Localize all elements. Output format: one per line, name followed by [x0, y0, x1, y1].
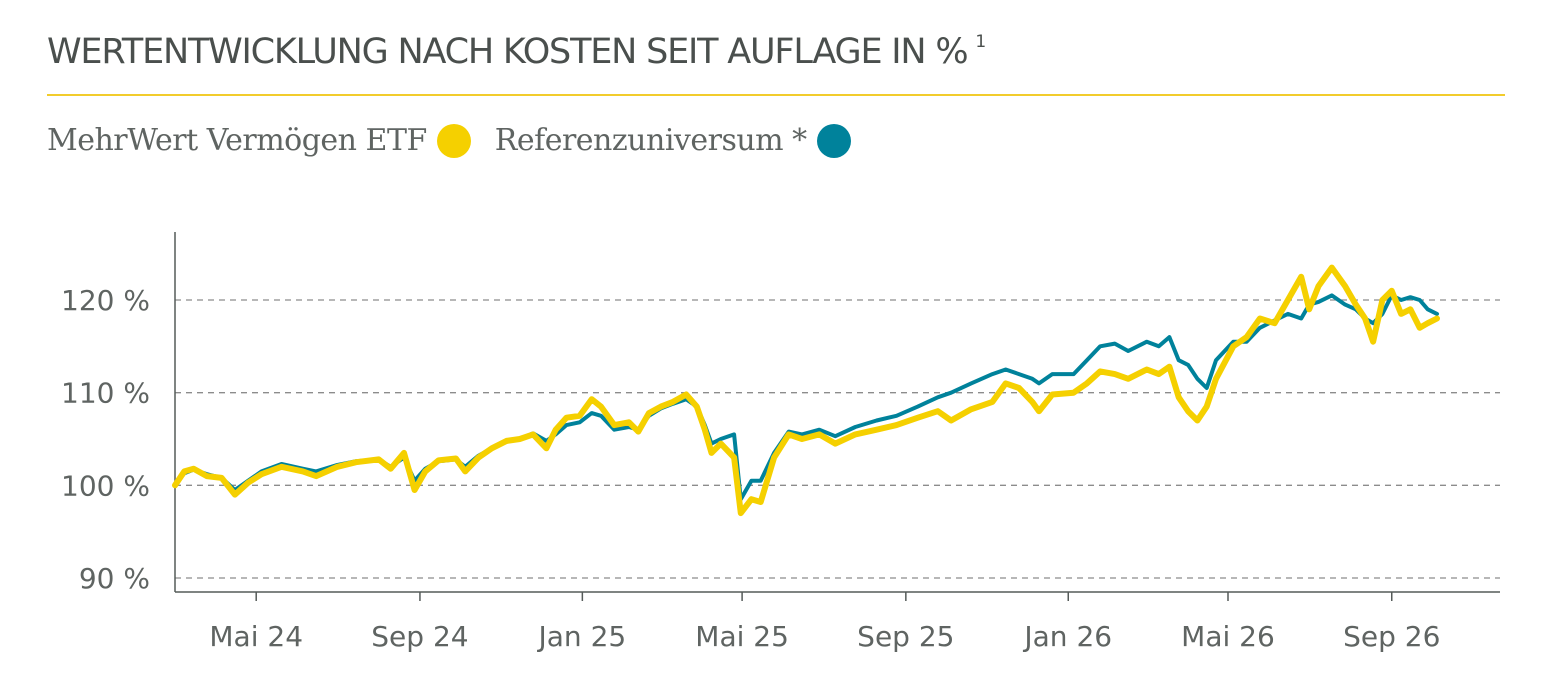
- x-tick-label-6: Mai 26: [1181, 620, 1275, 653]
- tick-labels: 90 % 100 % 110 % 120 % Mai 24 Sep 24 Jan 25 Mai…: [61, 284, 1440, 653]
- series-line-etf: [172, 264, 1440, 517]
- x-tick-label-4: Sep 25: [857, 620, 954, 653]
- grid-lines: [175, 299, 1500, 579]
- legend-label-etf: MehrWert Vermögen ETF: [47, 123, 427, 158]
- x-tick-label-5: Jan 26: [1022, 620, 1112, 653]
- title-divider: [47, 94, 1505, 96]
- series-line-reference: [173, 293, 1439, 502]
- x-tick-label-7: Sep 26: [1343, 620, 1440, 653]
- y-tick-label-120: 120 %: [61, 284, 150, 317]
- title-footnote: 1: [975, 32, 987, 52]
- x-tick-label-0: Mai 24: [209, 620, 303, 653]
- axes: [174, 232, 1500, 601]
- legend-item-etf: MehrWert Vermögen ETF: [47, 123, 471, 158]
- x-tick-label-2: Jan 25: [537, 620, 627, 653]
- series-lines: [172, 264, 1440, 517]
- y-tick-label-90: 90 %: [79, 562, 150, 595]
- legend-dot-reference: [816, 123, 851, 158]
- chart-title: WERTENTWICKLUNG NACH KOSTEN SEIT AUFLAGE…: [47, 32, 986, 72]
- legend-item-reference: Referenzuniversum *: [495, 123, 851, 158]
- x-tick-label-3: Mai 25: [695, 620, 789, 653]
- x-tick-label-1: Sep 24: [371, 620, 468, 653]
- legend-label-reference: Referenzuniversum *: [494, 123, 807, 158]
- y-tick-label-100: 100 %: [61, 469, 150, 502]
- chart-title-text: WERTENTWICKLUNG NACH KOSTEN SEIT AUFLAGE…: [47, 32, 969, 72]
- y-tick-label-110: 110 %: [61, 377, 150, 410]
- legend-dot-etf: [436, 123, 471, 158]
- chart-legend: MehrWert Vermögen ETF Referenzuniversum …: [47, 123, 875, 158]
